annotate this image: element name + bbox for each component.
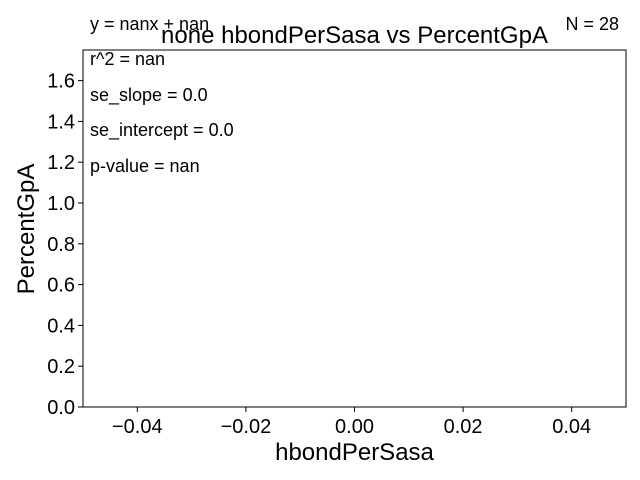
y-tick-label: 0.8 (47, 234, 75, 256)
x-tick-label: 0.00 (335, 416, 374, 438)
y-axis-label: PercentGpA (13, 164, 40, 295)
y-tick-label: 1.2 (47, 152, 75, 174)
chart-title: none hbondPerSasa vs PercentGpA (161, 22, 548, 49)
y-tick-label: 1.0 (47, 193, 75, 215)
se-slope: se_slope = 0.0 (90, 85, 208, 106)
p-value: p-value = nan (90, 156, 200, 176)
sample-count: N = 28 (565, 14, 619, 34)
r-squared: r^2 = nan (90, 49, 165, 69)
plot-area (82, 49, 627, 408)
x-tick-label: −0.04 (112, 416, 163, 438)
y-axis-ticks: 0.0 0.2 0.4 0.6 0.8 1.0 1.2 1.4 1.6 (47, 71, 83, 419)
y-tick-label: 0.0 (47, 397, 75, 419)
y-tick-label: 0.4 (47, 315, 75, 337)
x-axis-label: hbondPerSasa (275, 439, 434, 466)
y-tick-label: 0.2 (47, 356, 75, 378)
se-intercept: se_intercept = 0.0 (90, 120, 234, 141)
x-axis-ticks: −0.04 −0.02 0.00 0.02 0.04 (112, 407, 591, 438)
x-tick-label: −0.02 (221, 416, 272, 438)
y-tick-label: 0.6 (47, 275, 75, 297)
fit-equation: y = nanx + nan (90, 14, 209, 34)
y-tick-label: 1.6 (47, 71, 75, 93)
y-tick-label: 1.4 (47, 111, 75, 133)
x-tick-label: 0.04 (552, 416, 591, 438)
x-tick-label: 0.02 (444, 416, 483, 438)
